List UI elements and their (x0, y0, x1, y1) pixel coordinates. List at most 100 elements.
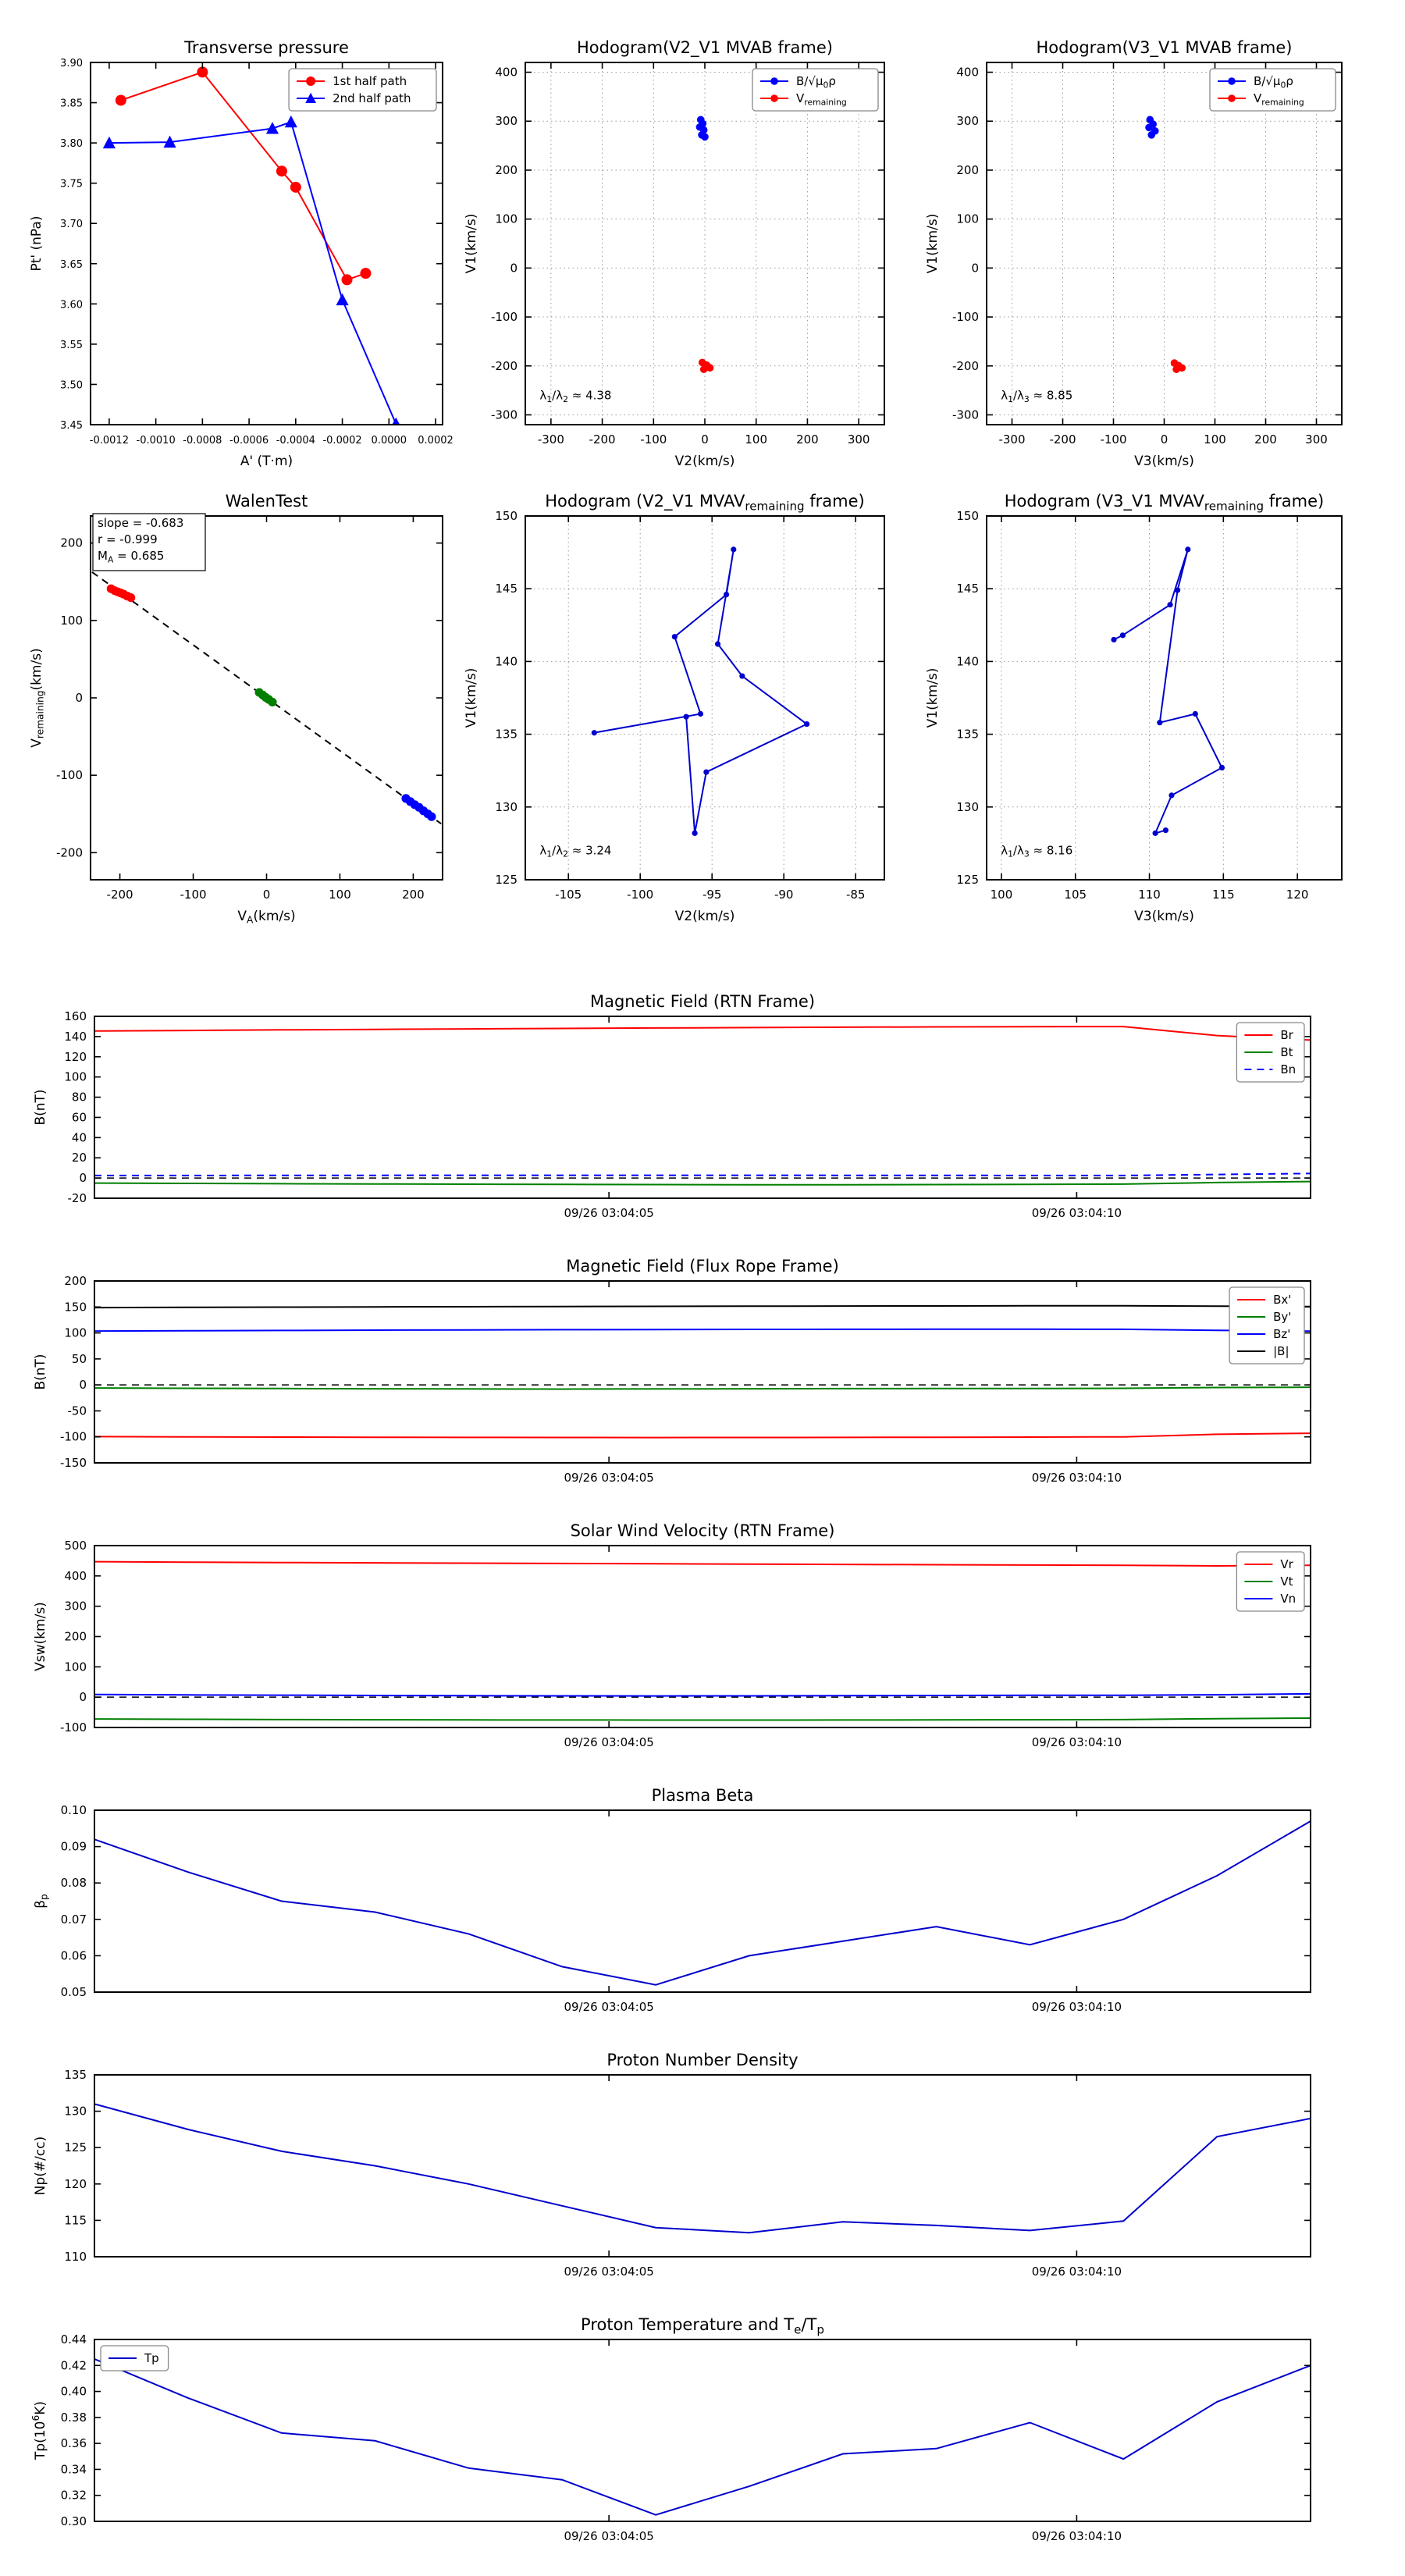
text-label: 120 (64, 2177, 87, 2191)
text-label: 60 (72, 1110, 87, 1124)
series-bx-prime (94, 1432, 1311, 1439)
text-label: 3.65 (60, 259, 83, 271)
chart-plasma-beta: 09/26 03:04:05 09/26 03:04:10 0.05 0.06 0.07… (33, 1786, 1311, 2014)
y-axis-label: Pt' (nPa) (29, 216, 44, 272)
text-label: -300 (998, 432, 1025, 447)
text-label: 400 (64, 1569, 87, 1583)
text-label: -0.0010 (137, 435, 176, 447)
text-label: B/√μ0ρ (1254, 74, 1293, 90)
text-label: 200 (1254, 432, 1277, 447)
text-label: -200 (589, 432, 616, 447)
text-label: 200 (495, 163, 518, 177)
text-label: 100 (991, 888, 1013, 902)
markers-velocity-hodogram (591, 546, 810, 836)
axes-frame (94, 2339, 1311, 2522)
ticks-and-labels: -105 -100 -95 -90 -85 125 130 135 140 145 150 (495, 509, 884, 902)
text-label: 0.32 (61, 2489, 87, 2503)
text-label: 50 (72, 1352, 87, 1366)
text-label: 0.06 (61, 1948, 87, 1962)
text-label: Br (1280, 1028, 1293, 1042)
text-label: 0.10 (61, 1803, 87, 1817)
text-label: 140 (956, 654, 979, 668)
chart-title: Magnetic Field (Flux Rope Frame) (566, 1257, 839, 1276)
text-label: 100 (495, 212, 518, 226)
text-label: 0.36 (61, 2436, 87, 2450)
text-label: 150 (64, 1300, 87, 1314)
text-label: By' (1273, 1310, 1291, 1324)
y-axis-label: V1(km/s) (464, 668, 479, 728)
text-label: 0 (1161, 432, 1168, 447)
text-label: -300 (491, 407, 518, 422)
ticks-and-labels: 09/26 03:04:05 09/26 03:04:10 0.30 0.32 0.34… (61, 2332, 1311, 2543)
y-axis-label: Tp(106K) (30, 2401, 48, 2460)
text-label: Vremaining (1254, 91, 1304, 107)
series-bn (94, 1172, 1311, 1176)
axes-frame (94, 1809, 1311, 1993)
series-vt (94, 1717, 1311, 1721)
text-label: 0 (75, 691, 83, 705)
y-axis-label: Np(#/cc) (33, 2137, 48, 2195)
text-label: 3.90 (60, 58, 83, 69)
text-label: 3.55 (60, 340, 83, 351)
text-label: -100 (491, 310, 518, 324)
plot-area (94, 1820, 1311, 1986)
axes-frame (90, 62, 443, 425)
text-label: 3.85 (60, 98, 83, 110)
legend: Tp (100, 2345, 169, 2371)
text-label: 09/26 03:04:10 (1032, 2265, 1122, 2279)
plot-background (94, 1281, 1311, 1463)
ticks-and-labels: 09/26 03:04:05 09/26 03:04:10 0.05 0.06 0.07… (61, 1803, 1311, 2014)
series-beta-p (94, 1820, 1311, 1986)
text-label: 500 (64, 1539, 87, 1553)
plot-area (102, 66, 400, 425)
text-label: 09/26 03:04:10 (1032, 1735, 1122, 1749)
text-label: Vn (1280, 1592, 1296, 1606)
text-label: -0.0002 (322, 435, 361, 447)
text-label: Vt (1280, 1574, 1293, 1589)
text-label: -300 (952, 407, 979, 422)
markers-1st-half-path (115, 66, 372, 286)
ticks-and-labels: -0.0012 -0.0010 -0.0008 -0.0006 -0.0004 -0.00… (60, 58, 454, 447)
ticks-and-labels: -200 -100 0 100 200 -200 -100 0 100 200 (56, 516, 443, 902)
series-bt (94, 1180, 1311, 1186)
text-label: 80 (72, 1091, 87, 1105)
text-label: 200 (64, 1274, 87, 1288)
series-vr (94, 1560, 1311, 1567)
ticks-and-labels: 09/26 03:04:05 09/26 03:04:10 110 115 120 125… (64, 2068, 1311, 2279)
axes-frame (986, 515, 1343, 881)
plot-background (94, 1016, 1311, 1198)
series-np (94, 2103, 1311, 2234)
chart-title: Plasma Beta (652, 1786, 754, 1805)
text-label: 100 (329, 888, 351, 902)
chart-hodogram-v2v1-mvav: -105 -100 -95 -90 -85 125 130 135 140 145 150 Hodog… (464, 492, 885, 924)
chart-hodogram-v3v1-mvab: -300 -200 -100 0 100 200 300 -300 -200 -100 0 100 20… (925, 38, 1343, 469)
x-axis-label: V3(km/s) (1134, 909, 1194, 924)
text-label: 0 (971, 261, 979, 275)
plot-area (94, 2358, 1311, 2516)
text-label: 100 (64, 1660, 87, 1674)
y-axis-label: V1(km/s) (464, 214, 479, 274)
text-label: 09/26 03:04:05 (564, 2000, 653, 2014)
ticks-and-labels: 09/26 03:04:05 09/26 03:04:10 -150 -100 -50 0… (60, 1274, 1311, 1485)
markers-b-over-sqrt-mu0-rho (695, 116, 709, 141)
text-label: -100 (1100, 432, 1126, 447)
text-label: -300 (538, 432, 564, 447)
plot-area (94, 1560, 1311, 1721)
text-label: -50 (68, 1404, 87, 1418)
text-label: 1st half path (333, 74, 407, 88)
text-label: 0.42 (61, 2358, 87, 2372)
text-label: 115 (1212, 888, 1235, 902)
text-label: -0.0012 (90, 435, 129, 447)
text-label: -100 (180, 888, 207, 902)
ticks-and-labels: 09/26 03:04:05 09/26 03:04:10 -100 0 100 200 3… (60, 1539, 1311, 1749)
text-label: 130 (956, 800, 979, 814)
text-label: 100 (60, 614, 83, 628)
annotation: λ1/λ2 ≈ 3.24 (539, 843, 611, 859)
text-label: 0 (79, 1171, 87, 1185)
text-label: 300 (64, 1599, 87, 1614)
text-label: 09/26 03:04:10 (1032, 1471, 1122, 1485)
text-label: 100 (956, 212, 979, 226)
text-label: MA = 0.685 (98, 549, 164, 564)
axes-frame (94, 1016, 1311, 1199)
